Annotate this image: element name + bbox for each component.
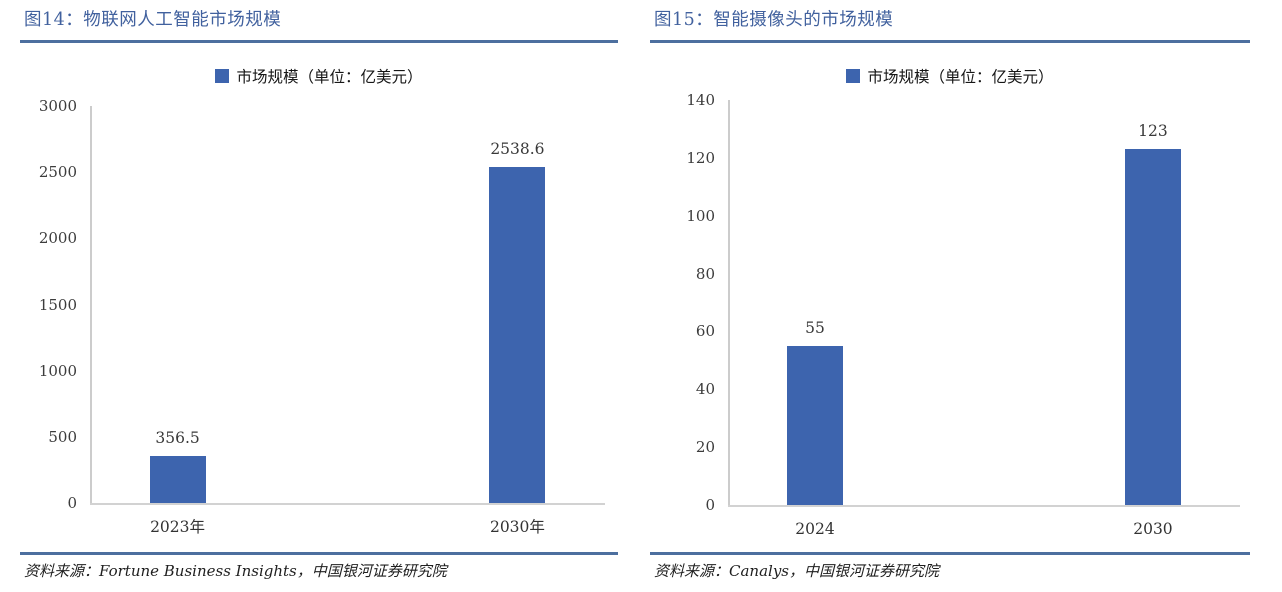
bar-value-label: 2538.6 xyxy=(490,140,545,159)
source-note: 资料来源：Fortune Business Insights，中国银河证券研究院 xyxy=(24,562,447,580)
x-axis-category-label: 2023年 xyxy=(150,518,206,536)
bar-chart: 0 20 40 60 80 100 120 140 55 2024 123 2030 xyxy=(650,0,1250,592)
x-axis-category-label: 2030 xyxy=(1133,520,1173,538)
legend-swatch-icon xyxy=(846,69,861,83)
figure-panel-15: 图15：智能摄像头的市场规模 市场规模（单位：亿美元） 0 20 40 60 80 100… xyxy=(650,0,1250,592)
x-axis-category-label: 2030年 xyxy=(489,518,545,536)
title-underline xyxy=(20,40,618,43)
bar-value-label: 356.5 xyxy=(155,428,200,447)
bar xyxy=(149,455,206,503)
bar xyxy=(787,345,844,505)
y-axis-tick-label: 0 xyxy=(67,494,77,512)
x-axis-category-label: 2024 xyxy=(795,520,835,538)
y-axis-tick-label: 3000 xyxy=(38,97,77,115)
legend-label: 市场规模（单位：亿美元） xyxy=(236,68,423,86)
y-axis-tick-label: 1500 xyxy=(38,295,77,314)
y-axis-tick-label: 120 xyxy=(686,148,715,167)
x-axis-line xyxy=(90,503,605,505)
y-axis-tick-label: 140 xyxy=(686,91,715,109)
y-axis-tick-label: 100 xyxy=(686,206,715,225)
title-underline xyxy=(650,40,1250,43)
source-note: 资料来源：Canalys，中国银河证券研究院 xyxy=(654,562,939,580)
bar-value-label: 123 xyxy=(1138,122,1168,141)
x-axis-line xyxy=(728,505,1240,507)
bar xyxy=(1124,149,1181,505)
y-axis-tick-label: 1000 xyxy=(38,361,77,380)
bar-value-label: 55 xyxy=(805,318,825,337)
y-axis-line xyxy=(90,106,92,503)
y-axis-tick-label: 60 xyxy=(695,322,715,341)
source-divider xyxy=(650,552,1250,555)
y-axis-tick-label: 40 xyxy=(695,380,715,399)
figure-title: 图15：智能摄像头的市场规模 xyxy=(654,10,894,30)
chart-legend: 市场规模（单位：亿美元） xyxy=(20,66,618,86)
legend-swatch-icon xyxy=(215,69,230,83)
bar xyxy=(489,167,546,503)
source-divider xyxy=(20,552,618,555)
y-axis-tick-label: 500 xyxy=(48,427,77,446)
chart-legend: 市场规模（单位：亿美元） xyxy=(650,66,1250,86)
figure-title: 图14：物联网人工智能市场规模 xyxy=(24,10,282,30)
figure-panel-14: 图14：物联网人工智能市场规模 市场规模（单位：亿美元） 0 500 1000 150… xyxy=(20,0,618,592)
bar-chart: 0 500 1000 1500 2000 2500 3000 356.5 2023年 2538.6… xyxy=(20,0,618,592)
y-axis-tick-label: 2000 xyxy=(38,229,77,248)
y-axis-tick-label: 2500 xyxy=(38,163,77,182)
y-axis-line xyxy=(728,100,730,505)
y-axis-tick-label: 0 xyxy=(705,496,715,514)
legend-label: 市场规模（单位：亿美元） xyxy=(867,68,1054,86)
y-axis-tick-label: 20 xyxy=(695,438,715,457)
y-axis-tick-label: 80 xyxy=(695,264,715,283)
